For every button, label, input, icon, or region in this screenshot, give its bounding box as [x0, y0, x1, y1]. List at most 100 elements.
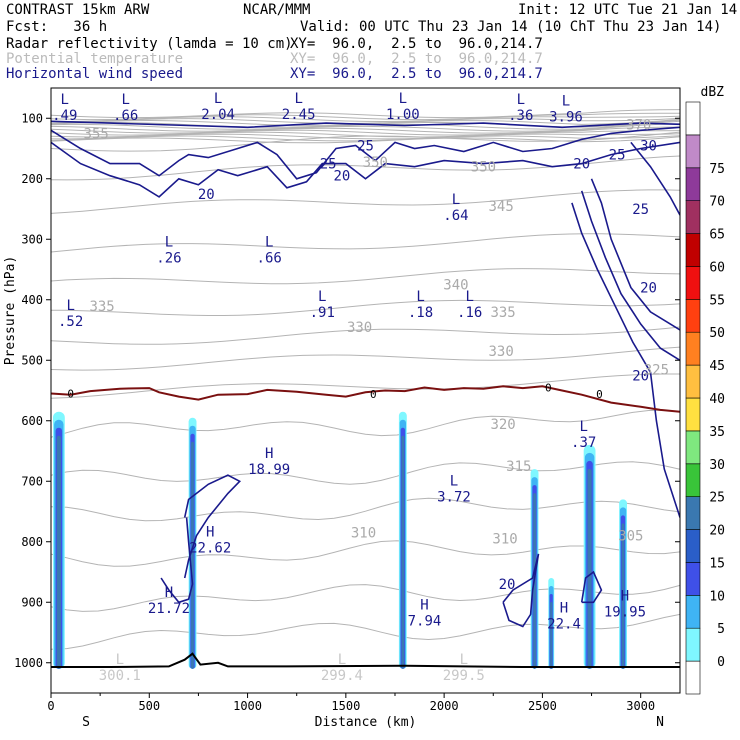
extremum-value: 3.72	[437, 489, 471, 505]
x-tick-label: 1000	[233, 699, 262, 713]
theta-line	[51, 109, 680, 119]
wind-contour	[571, 202, 680, 518]
colorbar-level-label: 25	[709, 491, 725, 506]
colorbar-level-label: 45	[709, 359, 725, 374]
colorbar-swatch	[685, 594, 701, 629]
theta-contour-label: 335	[89, 299, 114, 315]
wind-contour	[502, 553, 540, 628]
colorbar-level-label: 10	[709, 589, 725, 604]
low-label: L	[465, 289, 473, 305]
theta-line	[51, 117, 680, 125]
low-label: L	[416, 289, 424, 305]
theta-line	[51, 497, 680, 522]
theta-line	[51, 346, 680, 371]
theta-line	[51, 461, 680, 485]
y-tick-label: 600	[21, 414, 43, 428]
low-label: L	[265, 234, 273, 250]
extremum-value: .36	[508, 108, 533, 124]
extremum-value: 299.4	[321, 668, 363, 684]
extremum-value: 18.99	[248, 462, 290, 478]
colorbar-swatch	[685, 627, 701, 662]
theta-contour-label: 340	[443, 278, 468, 294]
theta-line	[51, 189, 680, 214]
theta-line	[51, 126, 680, 136]
extremum-value: 7.94	[408, 613, 442, 629]
south-label: S	[82, 715, 90, 730]
wind-contour-label: 25	[357, 138, 374, 154]
wind-contour	[580, 190, 680, 361]
high-label: H	[621, 588, 629, 604]
theta-contour-label: 355	[84, 126, 109, 142]
extremum-value: .66	[113, 108, 138, 124]
wind-contour	[590, 178, 680, 331]
init-time: Init: 12 UTC Tue 21 Jan 14	[518, 2, 738, 18]
high-label: H	[206, 525, 214, 541]
x-tick-label: 3000	[626, 699, 655, 713]
low-label: L	[318, 289, 326, 305]
theta-line	[51, 326, 680, 345]
field-wind-xy: XY= 96.0, 2.5 to 96.0,214.7	[290, 66, 543, 82]
colorbar-level-label: 75	[709, 162, 725, 177]
high-label: H	[165, 585, 173, 601]
colorbar-swatch	[685, 496, 701, 530]
colorbar-level-label: 15	[709, 556, 725, 571]
wind-contour-label: 25	[609, 148, 626, 164]
wind-contour	[160, 517, 194, 604]
north-label: N	[656, 715, 664, 730]
extremum-value: 299.5	[443, 668, 485, 684]
colorbar-swatch	[685, 529, 701, 563]
reflectivity-band	[587, 468, 592, 669]
x-tick-label: 2500	[528, 699, 557, 713]
wind-contour	[630, 141, 680, 216]
extremum-value: .37	[571, 435, 596, 451]
wind-contour-label: 20	[573, 157, 590, 173]
forecast-hour: Fcst: 36 h	[6, 19, 108, 35]
freezing-level-label: 0	[67, 388, 74, 401]
colorbar-swatch	[685, 331, 701, 366]
theta-contour-label: 315	[506, 459, 531, 475]
potential-temperature-contours	[51, 109, 680, 650]
low-label: L	[214, 91, 222, 107]
wind-speed-contours	[51, 120, 680, 628]
reflectivity-columns	[53, 411, 627, 669]
low-label: L	[460, 652, 468, 668]
terrain	[51, 652, 680, 668]
extremum-value: .64	[443, 208, 468, 224]
extremum-value: 2.04	[201, 107, 235, 123]
colorbar-level-label: 50	[709, 326, 725, 341]
extremum-value: .26	[156, 250, 181, 266]
low-label: L	[121, 92, 129, 108]
wind-contour-label: 25	[632, 202, 649, 218]
wind-contour-label: 20	[198, 187, 215, 203]
y-tick-label: 100	[21, 111, 43, 125]
x-tick-label: 2000	[430, 699, 459, 713]
plot-frame	[50, 87, 681, 694]
colorbar-level-label: 60	[709, 260, 725, 275]
extremum-value: .49	[52, 108, 77, 124]
x-axis-title: Distance (km)	[315, 715, 417, 730]
low-label: L	[517, 92, 525, 108]
colorbar-level-label: 70	[709, 195, 725, 210]
low-label: L	[452, 192, 460, 208]
wind-contour-label: 20	[632, 368, 649, 384]
colorbar-level-label: 5	[717, 622, 725, 637]
colorbar-level-label: 35	[709, 425, 725, 440]
extremum-value: .18	[408, 305, 433, 321]
extremum-value: .16	[457, 305, 482, 321]
field-theta-xy: XY= 96.0, 2.5 to 96.0,214.7	[290, 51, 543, 67]
wind-contour	[51, 120, 680, 129]
extremum-value: 22.62	[189, 541, 231, 557]
extremum-value: .91	[310, 305, 335, 321]
theta-line	[51, 613, 680, 650]
freezing-level-label: 0	[370, 388, 377, 401]
field-wind-name: Horizontal wind speed	[6, 66, 184, 82]
colorbar: 0 5 10 15 20 25 30 35 40 45 50 55 60 65 70 75 dBZ	[685, 85, 725, 695]
low-label: L	[338, 652, 346, 668]
field-reflectivity-name: Radar reflectivity (lamda = 10 cm)	[6, 36, 293, 52]
extremum-value: .52	[58, 314, 83, 330]
y-tick-label: 200	[21, 172, 43, 186]
colorbar-swatch	[685, 101, 701, 136]
colorbar-unit: dBZ	[701, 85, 725, 100]
